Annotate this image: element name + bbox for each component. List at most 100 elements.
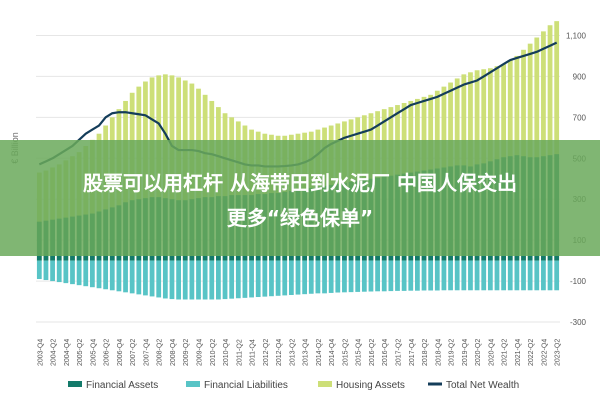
x-tick-label: 2005-Q4: [90, 339, 97, 366]
financial-liabilities-bar: [83, 260, 89, 287]
financial-liabilities-bar: [216, 260, 221, 300]
x-tick-label: 2007-Q2: [130, 339, 137, 366]
y-tick-label: 700: [573, 113, 587, 122]
financial-liabilities-bar: [143, 260, 148, 296]
financial-liabilities-bar: [408, 260, 414, 291]
x-tick-label: 2012-Q4: [276, 339, 283, 366]
x-tick-label: 2004-Q4: [64, 339, 71, 366]
financial-liabilities-bar: [96, 260, 102, 289]
x-tick-label: 2018-Q4: [435, 339, 442, 366]
financial-liabilities-bar: [487, 260, 493, 291]
x-tick-label: 2013-Q2: [289, 339, 296, 366]
x-tick-label: 2008-Q4: [170, 339, 177, 366]
legend-swatch: [318, 381, 332, 387]
financial-liabilities-bar: [388, 260, 394, 292]
financial-liabilities-bar: [189, 260, 195, 300]
financial-liabilities-bar: [70, 260, 75, 285]
x-tick-label: 2004-Q2: [51, 339, 58, 366]
x-tick-label: 2020-Q2: [475, 339, 482, 366]
x-tick-label: 2017-Q4: [409, 339, 416, 366]
x-axis-ticks: 2003-Q4 2004-Q2 2004-Q4 2005-Q2 2005-Q4 2006-…: [37, 339, 561, 366]
financial-liabilities-bar: [395, 260, 400, 291]
x-tick-label: 2008-Q2: [157, 339, 164, 366]
financial-liabilities-bar: [361, 260, 367, 292]
x-tick-label: 2009-Q2: [183, 339, 190, 366]
x-tick-label: 2009-Q4: [197, 339, 204, 366]
financial-liabilities-bar: [474, 260, 480, 291]
financial-liabilities-bar: [109, 260, 115, 291]
x-tick-label: 2018-Q2: [422, 339, 429, 366]
y-tick-label: -300: [570, 318, 587, 327]
legend-label: Housing Assets: [336, 380, 405, 391]
x-tick-label: 2010-Q2: [210, 339, 217, 366]
x-tick-label: 2011-Q2: [236, 339, 243, 366]
financial-liabilities-bar: [222, 260, 228, 300]
x-tick-label: 2011-Q4: [250, 339, 257, 366]
x-tick-label: 2015-Q4: [356, 339, 363, 366]
financial-liabilities-bar: [521, 260, 526, 291]
x-tick-label: 2022-Q4: [541, 339, 548, 366]
x-tick-label: 2014-Q4: [329, 339, 336, 366]
financial-liabilities-bar: [162, 260, 168, 299]
financial-liabilities-bar: [43, 260, 49, 281]
financial-liabilities-bar: [375, 260, 380, 292]
x-tick-label: 2022-Q2: [528, 339, 535, 366]
financial-liabilities-bar: [541, 260, 546, 291]
legend-label: Total Net Wealth: [446, 380, 519, 391]
headline-banner: 股票可以用杠杆 从海带田到水泥厂 中国人保交出 更多“绿色保单”: [0, 140, 600, 256]
financial-liabilities-bar: [255, 260, 261, 298]
financial-liabilities-bar: [262, 260, 268, 297]
financial-liabilities-bar: [434, 260, 440, 291]
financial-liabilities-bar: [381, 260, 387, 292]
financial-liabilities-bar: [229, 260, 235, 299]
x-tick-label: 2006-Q2: [104, 339, 111, 366]
financial-liabilities-bar: [315, 260, 321, 294]
financial-liabilities-bar: [50, 260, 55, 282]
financial-liabilities-bar: [481, 260, 487, 291]
financial-liabilities-bar: [428, 260, 434, 291]
financial-liabilities-bar: [89, 260, 95, 288]
banner-line-1: 股票可以用杠杆 从海带田到水泥厂 中国人保交出: [83, 171, 517, 195]
financial-liabilities-bar: [448, 260, 453, 291]
financial-liabilities-bar: [56, 260, 62, 283]
x-tick-label: 2017-Q2: [395, 339, 402, 366]
legend-label: Financial Assets: [86, 380, 158, 391]
y-tick-label: 1,100: [566, 31, 587, 40]
financial-liabilities-bar: [103, 260, 109, 290]
financial-liabilities-bar: [295, 260, 301, 295]
financial-liabilities-bar: [322, 260, 327, 294]
x-tick-label: 2021-Q2: [502, 339, 509, 366]
financial-liabilities-bar: [421, 260, 427, 291]
financial-liabilities-bar: [461, 260, 467, 291]
y-tick-label: -100: [570, 277, 587, 286]
x-tick-label: 2003-Q4: [37, 339, 44, 366]
legend-swatch: [68, 381, 82, 387]
financial-liabilities-bar: [136, 260, 142, 295]
x-tick-label: 2006-Q4: [117, 339, 124, 366]
financial-liabilities-bar: [355, 260, 361, 292]
financial-liabilities-bar: [415, 260, 420, 291]
financial-liabilities-bar: [176, 260, 181, 300]
financial-liabilities-bar: [116, 260, 122, 292]
financial-liabilities-bar: [342, 260, 347, 293]
x-tick-label: 2019-Q4: [462, 339, 469, 366]
financial-liabilities-bar: [348, 260, 354, 293]
legend-label: Financial Liabilities: [204, 380, 288, 391]
x-tick-label: 2005-Q2: [77, 339, 84, 366]
financial-liabilities-bar: [242, 260, 248, 298]
financial-liabilities-bar: [507, 260, 513, 291]
financial-liabilities-bar: [36, 260, 42, 280]
x-tick-label: 2019-Q2: [449, 339, 456, 366]
financial-liabilities-bar: [534, 260, 540, 291]
x-tick-label: 2013-Q4: [303, 339, 310, 366]
financial-liabilities-bar: [441, 260, 447, 291]
banner-line-2: 更多“绿色保单”: [227, 206, 373, 230]
financial-liabilities-bar: [494, 260, 500, 291]
financial-liabilities-bar: [156, 260, 162, 298]
x-tick-label: 2007-Q4: [143, 339, 150, 366]
financial-liabilities-bar: [76, 260, 82, 286]
financial-liabilities-bar: [554, 260, 560, 291]
financial-liabilities-bar: [182, 260, 188, 300]
legend: Financial Assets Financial Liabilities Hou…: [68, 380, 519, 391]
